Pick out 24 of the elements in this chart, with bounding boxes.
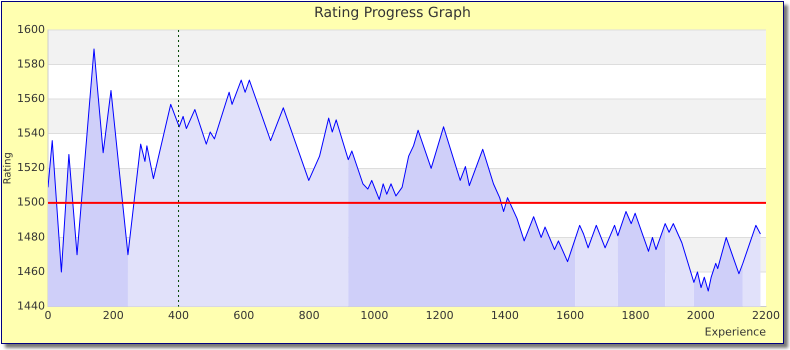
x-axis-title: Experience [704, 325, 766, 338]
y-tick-label: 1540 [16, 126, 45, 140]
y-tick-label: 1480 [16, 230, 45, 244]
y-tick-label: 1600 [16, 22, 45, 36]
x-tick-label: 600 [233, 309, 254, 322]
x-tick-label: 800 [298, 309, 320, 322]
y-tick-label: 1560 [16, 92, 45, 106]
x-tick-label: 0 [44, 309, 52, 322]
y-axis-title: Rating [2, 152, 14, 184]
x-tick-label: 200 [102, 309, 124, 322]
y-tick-label: 1440 [16, 299, 45, 312]
y-tick-label: 1500 [16, 196, 45, 209]
x-tick-label: 400 [168, 309, 190, 322]
y-tick-label: 1520 [16, 161, 45, 174]
y-tick-label: 1580 [16, 57, 45, 70]
x-tick-label: 1000 [360, 309, 388, 322]
chart-title: Rating Progress Graph [313, 5, 472, 21]
y-tick-label: 1460 [16, 264, 45, 278]
x-tick-label: 2200 [752, 309, 780, 322]
x-tick-label: 1600 [556, 309, 584, 322]
x-tick-label: 1200 [426, 309, 454, 322]
x-tick-label: 1800 [621, 309, 650, 322]
x-tick-label: 1400 [490, 309, 519, 322]
x-tick-label: 2000 [686, 309, 715, 322]
